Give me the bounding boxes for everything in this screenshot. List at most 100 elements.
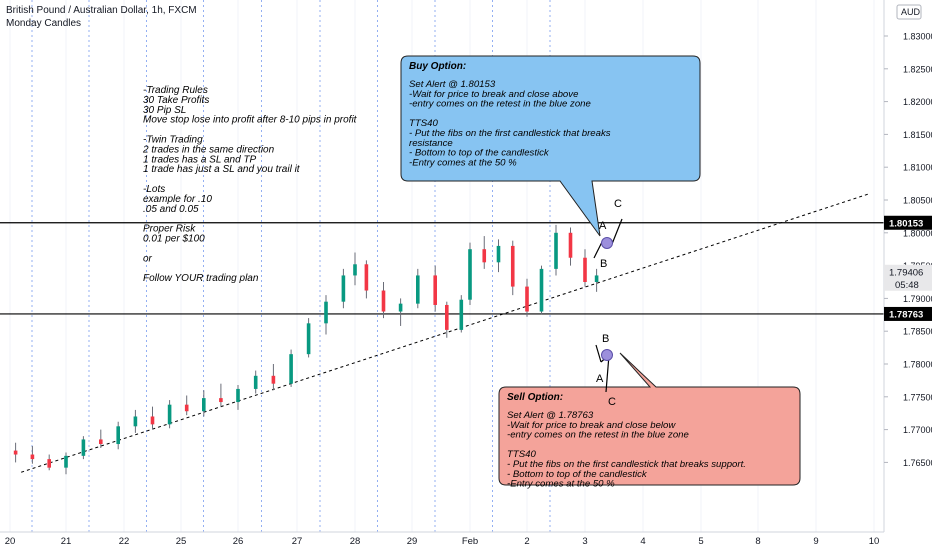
candle-body — [341, 275, 346, 302]
sell-abc-leg-3 — [605, 354, 610, 393]
candle-body — [81, 439, 86, 456]
candle-body — [30, 454, 35, 460]
price-tick-label: 1.79000 — [903, 294, 932, 304]
sell-lines-line: - Bottom to top of the candlestick — [507, 469, 648, 480]
sell-lines-line: - Put the fibs on the first candlestick … — [507, 459, 746, 470]
notes-line: example for .10 — [143, 194, 212, 205]
symbol-title[interactable]: British Pound / Australian Dollar, 1h, F… — [6, 5, 197, 16]
candle-body — [13, 450, 18, 455]
candle-body — [99, 439, 103, 445]
notes-line: 1 trades has a SL and TP — [143, 154, 257, 165]
time-tick-labels: 20 21 22 25 26 27 28 29 Feb 2 3 4 5 8 9 10 — [5, 536, 880, 547]
price-tick-label: 1.76500 — [903, 458, 932, 468]
candle-body — [219, 398, 223, 403]
resistance-price-badge — [884, 215, 932, 230]
candles — [13, 224, 599, 475]
candle-body — [583, 257, 587, 282]
countdown-label: 05:48 — [895, 280, 919, 291]
price-tick-label: 1.82000 — [903, 97, 932, 107]
notes-line: -Trading Rules — [143, 85, 208, 96]
time-tick-label: 8 — [755, 536, 760, 547]
time-tick-label: 25 — [176, 536, 187, 547]
time-tick-label: 9 — [813, 536, 818, 547]
sell-callout-text: Set Alert @ 1.78763 -Wait for price to br… — [507, 410, 746, 490]
sell-entry-marker[interactable] — [601, 349, 613, 361]
candle-body — [433, 275, 437, 305]
price-tick-label: 1.77000 — [903, 425, 932, 435]
buy-callout-box — [400, 55, 701, 237]
time-tick-label: 27 — [292, 536, 303, 547]
candle-body — [202, 398, 206, 412]
candle-body — [468, 249, 472, 300]
notes-line: 0.01 per $100 — [143, 234, 205, 245]
notes-line: Follow YOUR trading plan — [143, 273, 259, 284]
buy-callout-text: Set Alert @ 1.80153 -Wait for price to br… — [409, 79, 611, 168]
sell-label-c: C — [608, 396, 616, 408]
currency-badge-box[interactable] — [896, 4, 922, 20]
candle-body — [133, 416, 138, 427]
time-axis[interactable]: 20 21 22 25 26 27 28 29 Feb 2 3 4 5 8 9 10 — [0, 531, 932, 550]
candle-body — [398, 303, 403, 312]
candle-body — [554, 232, 558, 269]
time-tick-label: 26 — [233, 536, 244, 547]
candle-body — [289, 354, 293, 384]
resistance-price-label: 1.80153 — [889, 218, 923, 229]
time-tick-label: 29 — [407, 536, 418, 547]
buy-lines-line: Set Alert @ 1.80153 — [409, 79, 496, 90]
price-tick-label: 1.83000 — [903, 32, 932, 42]
notes-line: or — [143, 253, 153, 264]
sell-callout-title: Sell Option: — [507, 392, 563, 403]
notes-line: Proper Risk — [143, 224, 196, 235]
support-price-label: 1.78763 — [889, 309, 923, 320]
candle-body — [150, 416, 155, 425]
last-price-label: 1.79406 — [889, 267, 923, 278]
candle-body — [381, 290, 386, 312]
candle-body — [306, 323, 311, 355]
trendline[interactable] — [21, 193, 869, 473]
sell-lines-line: -Wait for price to break and close below — [507, 420, 676, 431]
time-tick-label: Feb — [462, 536, 478, 547]
indicator-name[interactable]: Monday Candles — [6, 18, 81, 29]
time-tick-label: 28 — [350, 536, 361, 547]
buy-entry-marker[interactable] — [601, 237, 613, 249]
time-tick-label: 4 — [640, 536, 645, 547]
notes-line: 1 trade has just a SL and you trail it — [143, 164, 301, 175]
candle-body — [459, 299, 464, 330]
price-tick-label: 1.77500 — [903, 392, 932, 402]
sell-abc-pattern[interactable]: B A C — [595, 333, 616, 408]
candle-body — [416, 275, 420, 304]
buy-abc-pattern[interactable]: A B C — [593, 198, 623, 270]
support-price-badge — [884, 306, 932, 321]
candle-body — [116, 426, 120, 445]
price-axis[interactable]: 1.83000 1.82500 1.82000 1.81500 1.81000 1.805… — [883, 0, 932, 532]
time-tick-label: 10 — [869, 536, 880, 547]
price-tick-label: 1.78000 — [903, 360, 932, 370]
price-tick-label: 1.82500 — [903, 64, 932, 74]
price-tick-label: 1.81000 — [903, 163, 932, 173]
notes-line: Move stop lose into profit after 8-10 pi… — [143, 115, 358, 126]
sell-lines-line: Set Alert @ 1.78763 — [507, 410, 594, 421]
notes-line: -Lots — [143, 184, 165, 195]
price-tick-label: 1.81500 — [903, 130, 932, 140]
sell-callout[interactable]: Sell Option: Set Alert @ 1.78763 -Wait fo… — [498, 352, 801, 490]
candle-body — [539, 268, 544, 312]
notes-line: 30 Pip SL — [143, 105, 186, 116]
price-tick-label: 1.80500 — [903, 196, 932, 206]
candle-body — [271, 375, 276, 384]
price-tick-label: 1.80000 — [903, 228, 932, 238]
candle-body — [253, 375, 258, 389]
candle-body — [525, 286, 529, 312]
candle-body — [184, 404, 189, 412]
buy-label-b: B — [600, 258, 607, 270]
buy-lines-line: -Entry comes at the 50 % — [409, 157, 517, 168]
candle-body — [364, 264, 369, 291]
candle-body — [445, 304, 449, 330]
currency-badge: AUD — [901, 7, 921, 17]
candle-body — [496, 245, 501, 263]
buy-callout[interactable]: Buy Option: Set Alert @ 1.80153 -Wait for… — [400, 55, 701, 237]
time-tick-label: 21 — [61, 536, 72, 547]
time-tick-label: 2 — [524, 536, 529, 547]
candle-body — [353, 264, 357, 276]
trading-notes: -Trading Rules 30 Take Profits 30 Pip SL Mo… — [142, 85, 358, 284]
